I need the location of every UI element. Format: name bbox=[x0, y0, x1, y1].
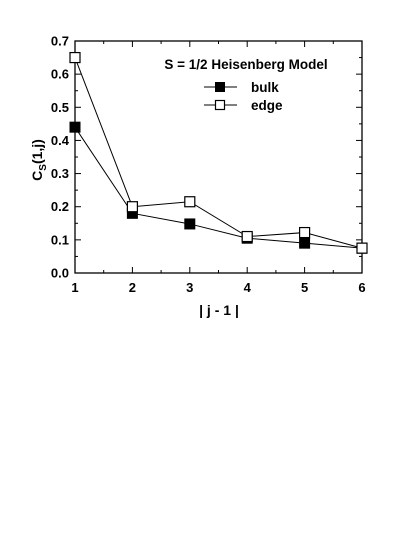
y-axis-label-tail: (1,j) bbox=[29, 139, 45, 164]
data-point-edge-2 bbox=[184, 196, 196, 208]
svg-text:CS(1,j): CS(1,j) bbox=[29, 139, 49, 181]
plot-frame bbox=[74, 40, 363, 274]
y-tick-label-6: 0.6 bbox=[51, 67, 69, 82]
legend-item-edge: edge bbox=[204, 98, 283, 113]
legend-label-edge: edge bbox=[251, 98, 283, 113]
y-tick-label-5: 0.5 bbox=[51, 100, 69, 115]
y-tick-label-4: 0.4 bbox=[51, 133, 70, 148]
data-point-edge-4 bbox=[299, 226, 311, 239]
y-tick-label-1: 0.1 bbox=[51, 232, 69, 247]
legend-marker-bulk bbox=[215, 82, 225, 92]
legend-label-bulk: bulk bbox=[251, 80, 279, 95]
x-tick-label-3: 4 bbox=[244, 280, 252, 295]
data-point-edge-5 bbox=[356, 242, 368, 254]
y-tick-label-0: 0.0 bbox=[51, 266, 69, 281]
legend-marker-edge bbox=[214, 99, 226, 111]
series-lines bbox=[74, 57, 363, 249]
x-tick-label-4: 5 bbox=[301, 280, 308, 295]
chart-title: S = 1/2 Heisenberg Model bbox=[164, 57, 327, 72]
data-point-edge-1 bbox=[126, 201, 139, 213]
x-tick-label-1: 2 bbox=[129, 280, 136, 295]
series-line-edge bbox=[74, 57, 363, 249]
y-tick-label-3: 0.3 bbox=[51, 166, 69, 181]
axis-ticks bbox=[74, 40, 363, 274]
data-point-bulk-0 bbox=[69, 121, 81, 133]
series-markers bbox=[69, 51, 368, 254]
y-axis-label-main: C bbox=[29, 171, 45, 181]
data-point-edge-3 bbox=[241, 230, 253, 243]
legend-item-bulk: bulk bbox=[204, 80, 279, 95]
x-tick-labels: 1 2 3 4 5 6 bbox=[71, 280, 365, 295]
y-axis-label-sub: S bbox=[38, 164, 49, 171]
x-axis-label: | j - 1 | bbox=[199, 302, 239, 318]
series-line-bulk bbox=[74, 126, 363, 249]
data-point-bulk-4 bbox=[299, 237, 311, 249]
y-tick-label-2: 0.2 bbox=[51, 199, 69, 214]
x-tick-label-2: 3 bbox=[186, 280, 193, 295]
data-point-edge-0 bbox=[69, 51, 81, 64]
y-tick-label-7: 0.7 bbox=[51, 34, 69, 49]
data-point-bulk-2 bbox=[184, 218, 196, 230]
y-axis-label: CS(1,j) bbox=[29, 139, 49, 181]
x-tick-label-0: 1 bbox=[71, 280, 78, 295]
x-tick-label-5: 6 bbox=[358, 280, 365, 295]
y-tick-labels: 0.0 0.1 0.2 0.3 0.4 0.5 0.6 0.7 bbox=[51, 34, 70, 281]
legend: bulk edge bbox=[204, 80, 283, 113]
